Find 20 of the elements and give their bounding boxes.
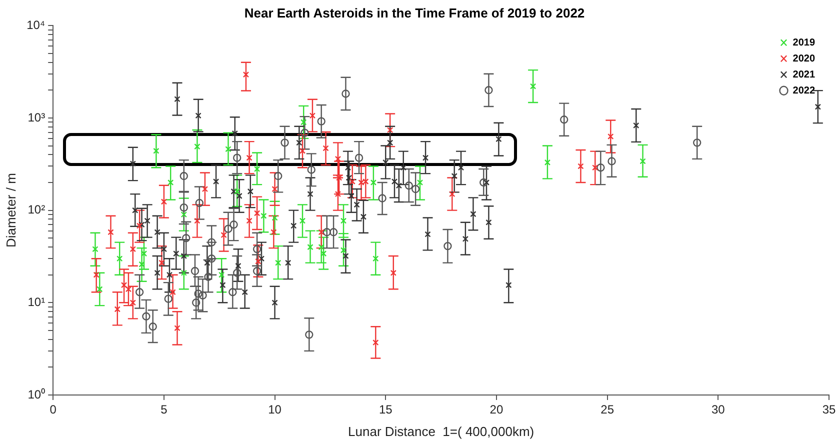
legend-label: 2021: [792, 69, 816, 80]
y-tick-label: 10¹: [28, 294, 46, 309]
x-axis-title: Lunar Distance 1=( 400,000km): [348, 424, 534, 439]
y-tick-label: 10⁴: [26, 18, 46, 32]
legend-label: 2022: [792, 85, 816, 96]
x-tick-label: 20: [490, 402, 504, 417]
x-tick-label: 25: [600, 402, 614, 417]
x-tick-label: 0: [50, 402, 57, 417]
x-tick-label: 35: [822, 402, 836, 417]
x-tick-label: 30: [711, 402, 726, 417]
y-axis-title: Diameter / m: [3, 173, 18, 248]
x-tick-label: 15: [378, 402, 393, 417]
chart-title: Near Earth Asteroids in the Time Frame of 2019 to 2022: [244, 5, 585, 20]
y-tick-label: 10³: [28, 110, 46, 124]
legend-label: 2019: [792, 37, 816, 48]
y-tick-label: 10²: [28, 202, 46, 217]
x-tick-label: 5: [160, 402, 168, 417]
y-tick-label: 10⁰: [28, 387, 46, 402]
x-tick-label: 10: [268, 402, 282, 417]
legend-label: 2020: [792, 53, 816, 64]
